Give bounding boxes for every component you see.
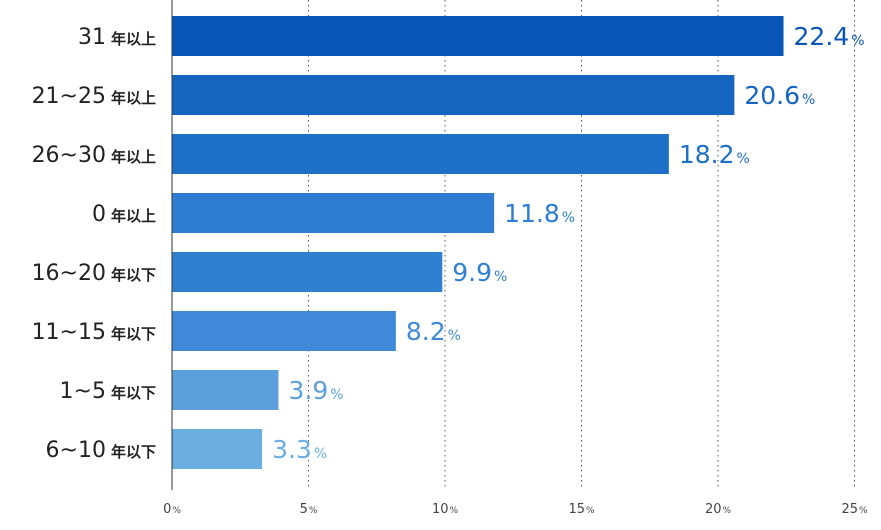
bar-1 [172, 16, 784, 56]
category-label-6: 11~15 年以下 [32, 320, 156, 345]
x-tick-labels: 0% 5% 10% 15% 20% 25% [163, 502, 868, 517]
value-label-5: 9.9% [452, 258, 507, 287]
value-label-6: 8.2% [406, 317, 461, 346]
bar-5 [172, 252, 443, 292]
bar-4 [172, 193, 495, 233]
value-label-7: 3.9% [288, 376, 343, 405]
value-label-8: 3.3% [272, 435, 327, 464]
x-tick-label-15: 15% [568, 502, 595, 517]
value-label-3: 18.2% [679, 140, 750, 169]
category-label-5: 16~20 年以下 [32, 261, 156, 286]
x-tick-label-25: 25% [841, 502, 868, 517]
bar-6 [172, 311, 396, 351]
bar-8 [172, 429, 263, 469]
bar-7 [172, 370, 279, 410]
x-tick-label-10: 10% [432, 502, 459, 517]
value-labels: 22.4 % 20.6 % 18.2 % 11.8 % 9.9 % 8.2 % 3.9 % 3.3% [272, 22, 864, 464]
category-label-4: 0 年以上 [92, 202, 156, 227]
category-label-3: 26~30 年以上 [32, 143, 156, 168]
category-label-2: 21~25 年以上 [32, 84, 156, 109]
bar-3 [172, 134, 669, 174]
bar-2 [172, 75, 735, 115]
x-tick-label-0: 0% [163, 502, 181, 517]
category-label-1: 31 年以上 [78, 25, 156, 50]
category-label-7: 1~5 年以下 [60, 379, 156, 404]
value-label-4: 11.8% [504, 199, 575, 228]
category-label-8: 6~10 年以下 [46, 438, 156, 463]
category-labels: 31 年以上 21~25 年以上 26~30 年以上 0 年以上 16~20 年以下 11~15 年以… [32, 25, 156, 463]
value-label-1: 22.4% [794, 22, 865, 51]
grid-lines [308, 0, 855, 490]
x-tick-label-5: 5% [300, 502, 318, 517]
bars [172, 16, 784, 469]
value-label-2: 20.6% [744, 81, 815, 110]
x-tick-label-20: 20% [705, 502, 732, 517]
